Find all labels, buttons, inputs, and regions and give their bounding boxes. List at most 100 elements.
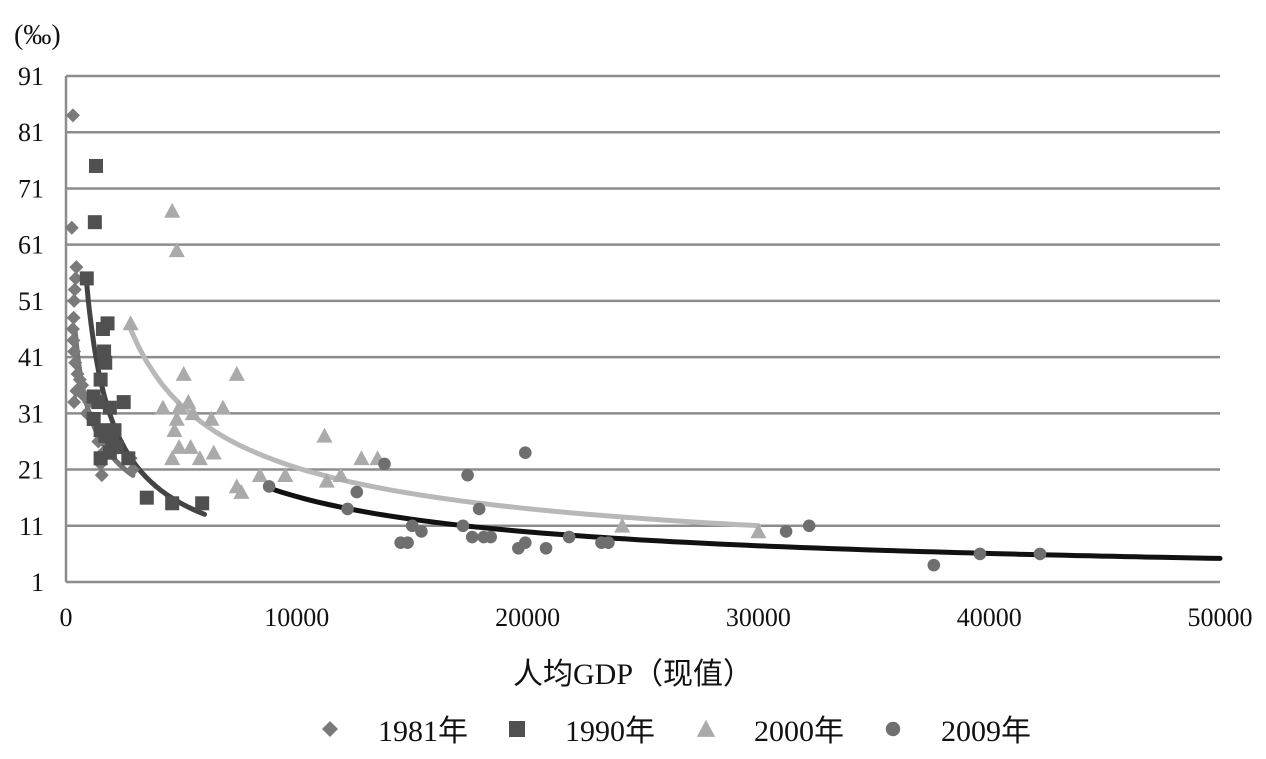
- trendline: [266, 485, 1223, 561]
- triangle-point: [332, 467, 349, 483]
- triangle-point: [175, 365, 192, 381]
- y-tick-label: 71: [18, 174, 44, 203]
- y-tick-label: 1: [31, 568, 44, 597]
- square-point: [121, 451, 136, 466]
- circle-point: [465, 530, 479, 544]
- circle-point: [973, 547, 987, 561]
- square-point: [89, 158, 104, 173]
- legend-label: 1990年: [565, 715, 655, 748]
- circle-point: [405, 519, 419, 533]
- diamond-point: [94, 468, 109, 483]
- circle-point: [456, 519, 470, 533]
- diamond-point: [64, 220, 79, 235]
- triangle-point: [168, 242, 185, 258]
- legend-label: 1981年: [378, 715, 468, 748]
- circle-point: [415, 525, 428, 538]
- triangle-point: [184, 405, 201, 421]
- square-point: [139, 490, 154, 505]
- diamond-point: [65, 108, 80, 123]
- circle-point: [539, 541, 553, 555]
- triangle-point: [154, 399, 171, 415]
- legend-marker-triangle: [696, 719, 716, 737]
- square-point: [109, 440, 124, 455]
- x-tick-label: 30000: [726, 603, 791, 632]
- circle-point: [602, 536, 615, 549]
- y-unit-label: (‰): [14, 20, 61, 51]
- circle-point: [779, 525, 793, 538]
- square-point: [86, 411, 101, 426]
- diamond-point: [125, 462, 140, 477]
- diamond-point: [65, 322, 80, 336]
- x-tick-label: 10000: [264, 603, 329, 632]
- y-tick-label: 21: [18, 456, 44, 485]
- circle-point: [484, 530, 497, 544]
- diamond-point: [68, 271, 83, 286]
- triangle-point: [614, 517, 631, 533]
- triangle-point: [164, 202, 181, 218]
- triangle-point: [353, 450, 370, 466]
- legend-marker-circle: [885, 721, 901, 737]
- diamond-point: [67, 282, 82, 297]
- legend-marker-square: [509, 721, 525, 737]
- square-point: [116, 395, 131, 410]
- triangle-point: [182, 439, 199, 454]
- square-point: [95, 322, 110, 336]
- diamond-point: [75, 378, 90, 393]
- circle-point: [401, 536, 414, 549]
- triangle-point: [316, 427, 333, 443]
- triangle-point: [171, 399, 188, 415]
- triangle-point: [191, 450, 208, 466]
- y-tick-label: 51: [18, 287, 44, 316]
- circle-point: [927, 558, 941, 572]
- triangle-point: [233, 483, 250, 499]
- circle-point: [562, 530, 576, 544]
- triangle-point: [318, 472, 335, 488]
- gridlines: [66, 74, 1220, 584]
- data-points: [64, 108, 1047, 572]
- legend-label: 2009年: [941, 715, 1031, 748]
- trendlines: [72, 281, 1223, 561]
- circle-point: [518, 446, 532, 459]
- square-point: [91, 395, 106, 410]
- square-point: [165, 496, 180, 511]
- diamond-point: [66, 310, 81, 325]
- square-point: [87, 215, 102, 230]
- square-point: [79, 271, 94, 286]
- square-point: [107, 423, 122, 438]
- x-axis: 0 10000 20000 30000 40000 50000: [60, 603, 1253, 632]
- triangle-point: [122, 315, 139, 331]
- square-point: [93, 372, 108, 387]
- circle-point: [341, 502, 354, 516]
- triangle-point: [166, 422, 183, 438]
- triangle-point: [205, 444, 222, 460]
- triangle-point: [164, 450, 181, 466]
- triangle-point: [277, 467, 294, 483]
- circle-point: [802, 519, 816, 533]
- triangle-point: [228, 365, 245, 381]
- y-tick-label: 41: [18, 343, 44, 372]
- circle-point: [262, 480, 276, 493]
- diamond-point: [67, 344, 82, 359]
- triangle-point: [168, 410, 185, 426]
- x-tick-label: 40000: [957, 603, 1022, 632]
- circle-point: [461, 468, 474, 482]
- circle-point: [1033, 547, 1047, 561]
- square-point: [97, 344, 112, 359]
- y-tick-label: 11: [19, 512, 44, 541]
- x-axis-label: 人均GDP（现值）: [513, 658, 753, 691]
- diamond-point: [67, 293, 82, 308]
- legend: 1981年 1990年 2000年 2009年: [322, 715, 1031, 748]
- triangle-point: [171, 439, 188, 454]
- square-point: [102, 400, 117, 415]
- circle-point: [350, 485, 364, 499]
- diamond-point: [67, 395, 82, 410]
- y-tick-label: 91: [18, 62, 44, 91]
- circle-point: [378, 457, 391, 471]
- diamond-point: [66, 333, 81, 348]
- x-tick-label: 20000: [495, 603, 560, 632]
- legend-marker-diamond: [322, 721, 338, 737]
- diamond-point: [68, 355, 83, 370]
- triangle-point: [214, 399, 231, 415]
